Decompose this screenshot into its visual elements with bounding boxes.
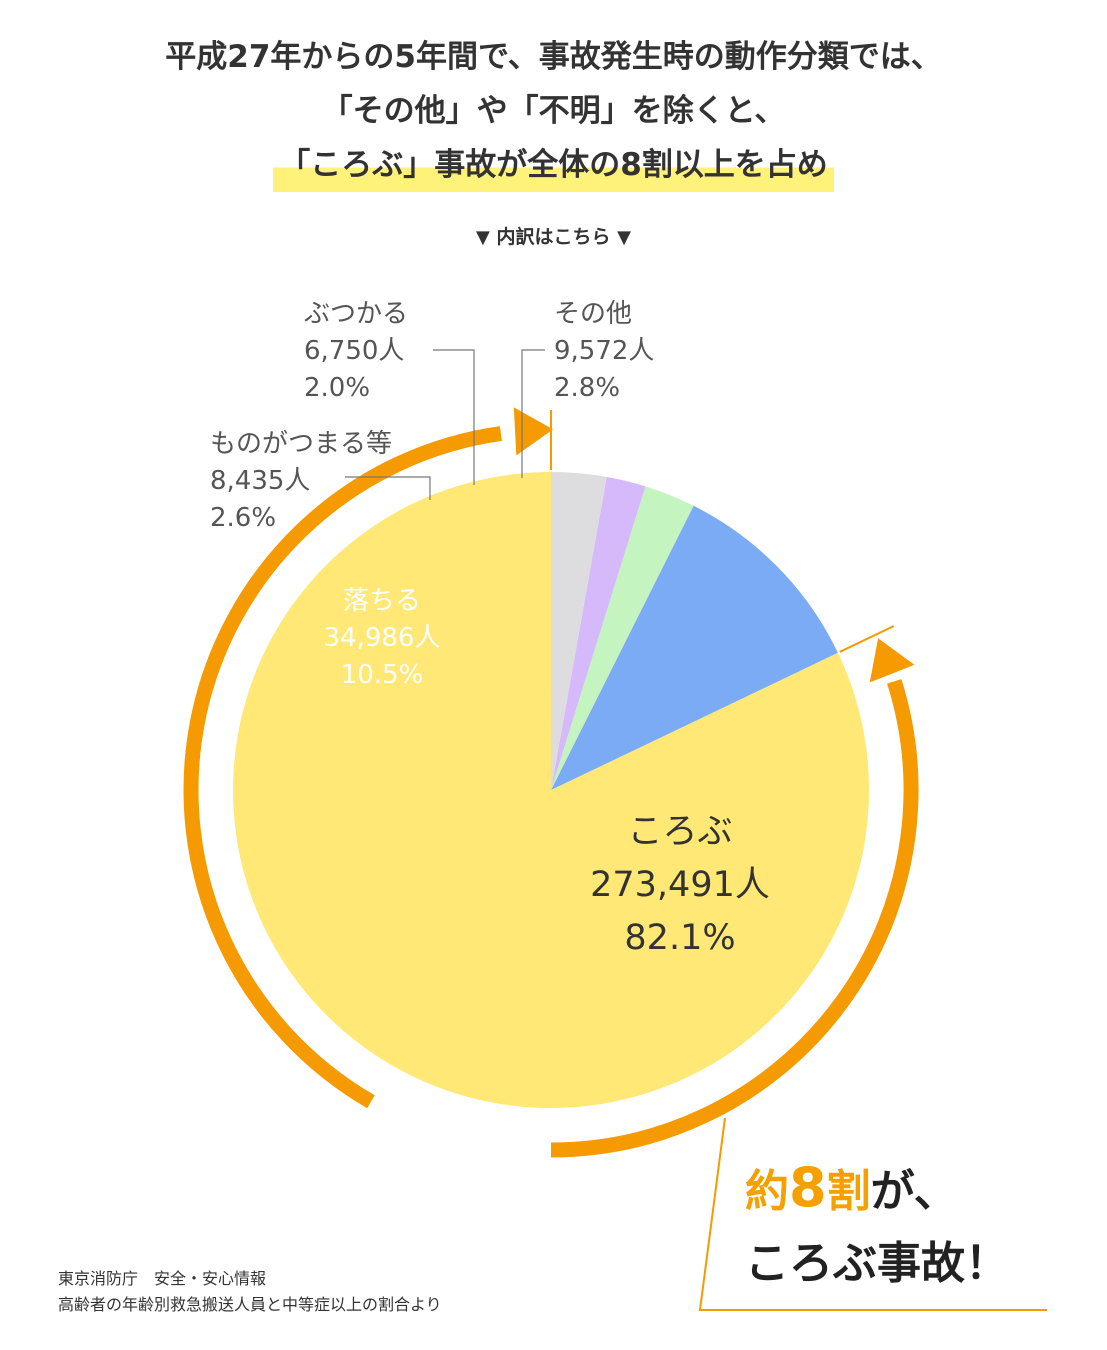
arrow-tick-end	[839, 625, 895, 653]
slice-4-count: 9,572人	[554, 336, 654, 366]
callout-post: が、	[870, 1166, 958, 1217]
slice-2-count: 8,435人	[210, 466, 310, 496]
slice-3-label: ぶつかる	[304, 299, 408, 329]
callout: 約8割が、 ころぶ事故！	[745, 1152, 1009, 1300]
callout-pre: 約	[745, 1166, 789, 1217]
slice-4-label: その他	[554, 299, 632, 329]
arrow-head-1	[513, 407, 554, 456]
pie-slice-4	[551, 472, 607, 790]
headline-line-3: 「ころぶ」事故が全体の8割以上を占め	[273, 138, 834, 192]
headline-line-2: 「その他」や「不明」を除くと、	[321, 93, 786, 129]
triangle-down-icon: ▼	[617, 227, 631, 248]
subhead-text: 内訳はこちら	[496, 226, 611, 248]
subhead: ▼ 内訳はこちら ▼	[0, 222, 1107, 249]
callout-mid: 割	[826, 1166, 871, 1217]
source-line-2: 高齢者の年齢別救急搬送人員と中等症以上の割合より	[58, 1295, 442, 1314]
callout-connector	[698, 1117, 1047, 1311]
slice-0-percent: 82.1%	[624, 918, 735, 958]
slice-1-label: 落ちる	[343, 586, 421, 616]
callout-line-2: ころぶ事故！	[745, 1238, 1009, 1289]
slice-1-count: 34,986人	[324, 623, 441, 653]
slice-2-percent: 2.6%	[210, 503, 276, 533]
slice-0-label: ころぶ	[627, 812, 732, 852]
callout-number: 8	[789, 1156, 827, 1219]
slice-3-percent: 2.0%	[304, 373, 370, 403]
pie-slice-2	[551, 486, 694, 790]
pie-slice-1	[551, 505, 838, 790]
source-note: 東京消防庁 安全・安心情報 高齢者の年齢別救急搬送人員と中等症以上の割合より	[58, 1266, 442, 1318]
leader-line-2	[345, 476, 431, 500]
triangle-down-icon: ▼	[476, 227, 490, 248]
pie-slice-3	[551, 476, 646, 790]
headline-line-1: 平成27年からの5年間で、事故発生時の動作分類では、	[165, 39, 942, 75]
arrow-arc-2	[550, 679, 919, 1158]
leader-line-4	[521, 349, 545, 478]
arrow-arc-1	[183, 426, 502, 1109]
slice-1-percent: 10.5%	[341, 660, 424, 690]
slice-2-label: ものがつまる等	[210, 429, 392, 459]
slice-3-count: 6,750人	[304, 336, 404, 366]
arrow-head-2	[869, 638, 915, 683]
headline: 平成27年からの5年間で、事故発生時の動作分類では、 「その他」や「不明」を除く…	[0, 30, 1107, 192]
slice-0-count: 273,491人	[590, 865, 770, 905]
leader-line-3	[433, 349, 475, 485]
slice-4-percent: 2.8%	[554, 373, 620, 403]
source-line-1: 東京消防庁 安全・安心情報	[58, 1269, 267, 1288]
